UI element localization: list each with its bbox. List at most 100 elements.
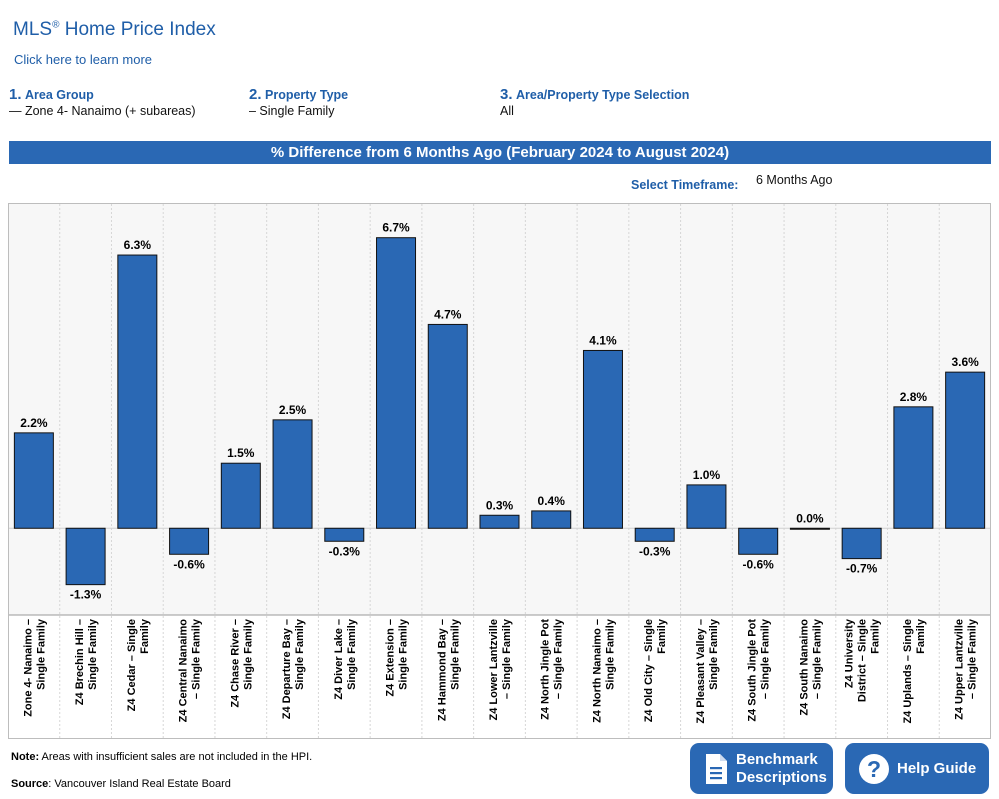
data-label: 0.4% [538, 494, 566, 508]
note-text: Areas with insufficient sales are not in… [39, 751, 313, 763]
step-number: 2. [249, 86, 262, 103]
help-guide-button[interactable]: ? Help Guide [845, 743, 989, 794]
source-text: : Vancouver Island Real Estate Board [48, 778, 231, 790]
chart-banner: % Difference from 6 Months Ago (February… [9, 141, 991, 164]
timeframe-label: Select Timeframe: [631, 178, 739, 192]
data-label: 6.3% [124, 238, 152, 252]
tick-label: Single Family [294, 618, 306, 690]
step-number: 3. [500, 86, 513, 103]
data-label: 2.8% [900, 390, 928, 404]
area-group-select[interactable]: — Zone 4- Nanaimo (+ subareas) [9, 104, 196, 118]
tick-label: – Single Family [967, 618, 979, 699]
tick-label: Z4 Extension – [385, 619, 397, 697]
tick-label: Z4 Upper Lantzville [954, 619, 966, 720]
tick-label: Zone 4- Nanaimo – [22, 619, 34, 717]
tick-label: Z4 North Nanaimo – [591, 619, 603, 723]
benchmark-descriptions-button[interactable]: Benchmark Descriptions [690, 743, 833, 794]
bar [13, 432, 54, 529]
bar [220, 462, 261, 529]
step-label: Property Type [265, 88, 349, 102]
bar [427, 323, 468, 529]
data-label: 2.2% [20, 416, 48, 430]
tick-label: Family [656, 618, 668, 654]
benchmark-label-line2: Descriptions [736, 768, 827, 786]
tick-label: Z4 Brechin Hill – [74, 619, 86, 705]
tick-label: – Single Family [191, 618, 203, 699]
data-label: 0.3% [486, 498, 514, 512]
tick-label: Single Family [35, 618, 47, 690]
tick-label: Single Family [708, 618, 720, 690]
bar [169, 527, 210, 555]
tick-label: Z4 Central Nanaimo [178, 619, 190, 723]
tick-label: Family [870, 618, 882, 654]
registered-mark: ® [52, 19, 60, 31]
property-type-select[interactable]: – Single Family [249, 104, 335, 118]
tick-label: Z4 South Nanaimo [798, 619, 810, 716]
bar [738, 527, 779, 555]
tick-label: Z4 University [844, 618, 856, 688]
bar [789, 527, 830, 530]
tick-label: – Single Family [811, 618, 823, 699]
bar [531, 510, 572, 529]
step-property-type: 2. Property Type – Single Family [249, 86, 348, 118]
tick-label: Single Family [346, 618, 358, 690]
data-label: 4.7% [434, 307, 462, 321]
data-label: 1.0% [693, 468, 721, 482]
learn-more-link[interactable]: Click here to learn more [14, 52, 152, 67]
bar [893, 406, 934, 529]
data-label: -1.3% [70, 588, 102, 602]
tick-label: Z4 Lower Lantzville [488, 619, 500, 720]
tick-label: Z4 Cedar – Single [126, 619, 138, 711]
title-text: MLS [13, 19, 53, 40]
tick-label: – Single Family [501, 618, 513, 699]
step-selection: 3. Area/Property Type Selection All [500, 86, 689, 118]
data-label: -0.3% [639, 544, 671, 558]
title-rest: Home Price Index [59, 19, 216, 40]
document-icon [706, 753, 727, 784]
question-icon: ? [859, 753, 889, 784]
tick-label: Z4 Old City – Single [643, 619, 655, 722]
tick-label: Single Family [449, 618, 461, 690]
page-title: MLS® Home Price Index [13, 19, 216, 41]
bar [376, 237, 417, 529]
step-number: 1. [9, 86, 22, 103]
tick-label: Single Family [398, 618, 410, 690]
tick-label: Z4 Hammond Bay – [436, 619, 448, 721]
tick-label: Z4 South Jingle Pot [747, 619, 759, 722]
tick-label: Family [915, 618, 927, 654]
help-button-label: Help Guide [897, 759, 977, 777]
data-label: -0.6% [173, 557, 205, 571]
tick-label: Z4 North Jingle Pot [540, 619, 552, 720]
bar [686, 484, 727, 529]
data-label: 6.7% [382, 221, 410, 235]
bar [945, 371, 986, 529]
tick-label: Single Family [242, 618, 254, 690]
bar [117, 254, 158, 529]
tick-label: District – Single [857, 619, 869, 702]
bar [65, 527, 106, 586]
data-label: 2.5% [279, 403, 307, 417]
tick-label: Z4 Pleasant Valley – [695, 619, 707, 724]
tick-label: Family [139, 618, 151, 654]
data-label: -0.6% [743, 557, 775, 571]
data-label: 1.5% [227, 446, 255, 460]
data-label: -0.3% [329, 544, 361, 558]
step-label: Area Group [25, 88, 94, 102]
benchmark-button-label: Benchmark Descriptions [736, 751, 827, 787]
tick-label: – Single Family [553, 618, 565, 699]
timeframe-select[interactable]: 6 Months Ago [756, 173, 833, 187]
data-label: 3.6% [951, 355, 979, 369]
bar [272, 419, 313, 529]
footer-source: Source: Vancouver Island Real Estate Boa… [11, 778, 231, 790]
area-property-type-select[interactable]: All [500, 104, 514, 118]
bar [582, 349, 623, 529]
bar-chart: 2.2%Zone 4- Nanaimo – Single Family-1.3%Z… [8, 203, 991, 739]
tick-label: Single Family [604, 618, 616, 690]
bar [324, 527, 365, 542]
data-label: 0.0% [796, 511, 824, 525]
footer-note: Note: Areas with insufficient sales are … [11, 751, 312, 763]
data-label: -0.7% [846, 562, 878, 576]
bar [634, 527, 675, 542]
tick-label: Z4 Diver Lake – [333, 619, 345, 700]
tick-label: Single Family [87, 618, 99, 690]
